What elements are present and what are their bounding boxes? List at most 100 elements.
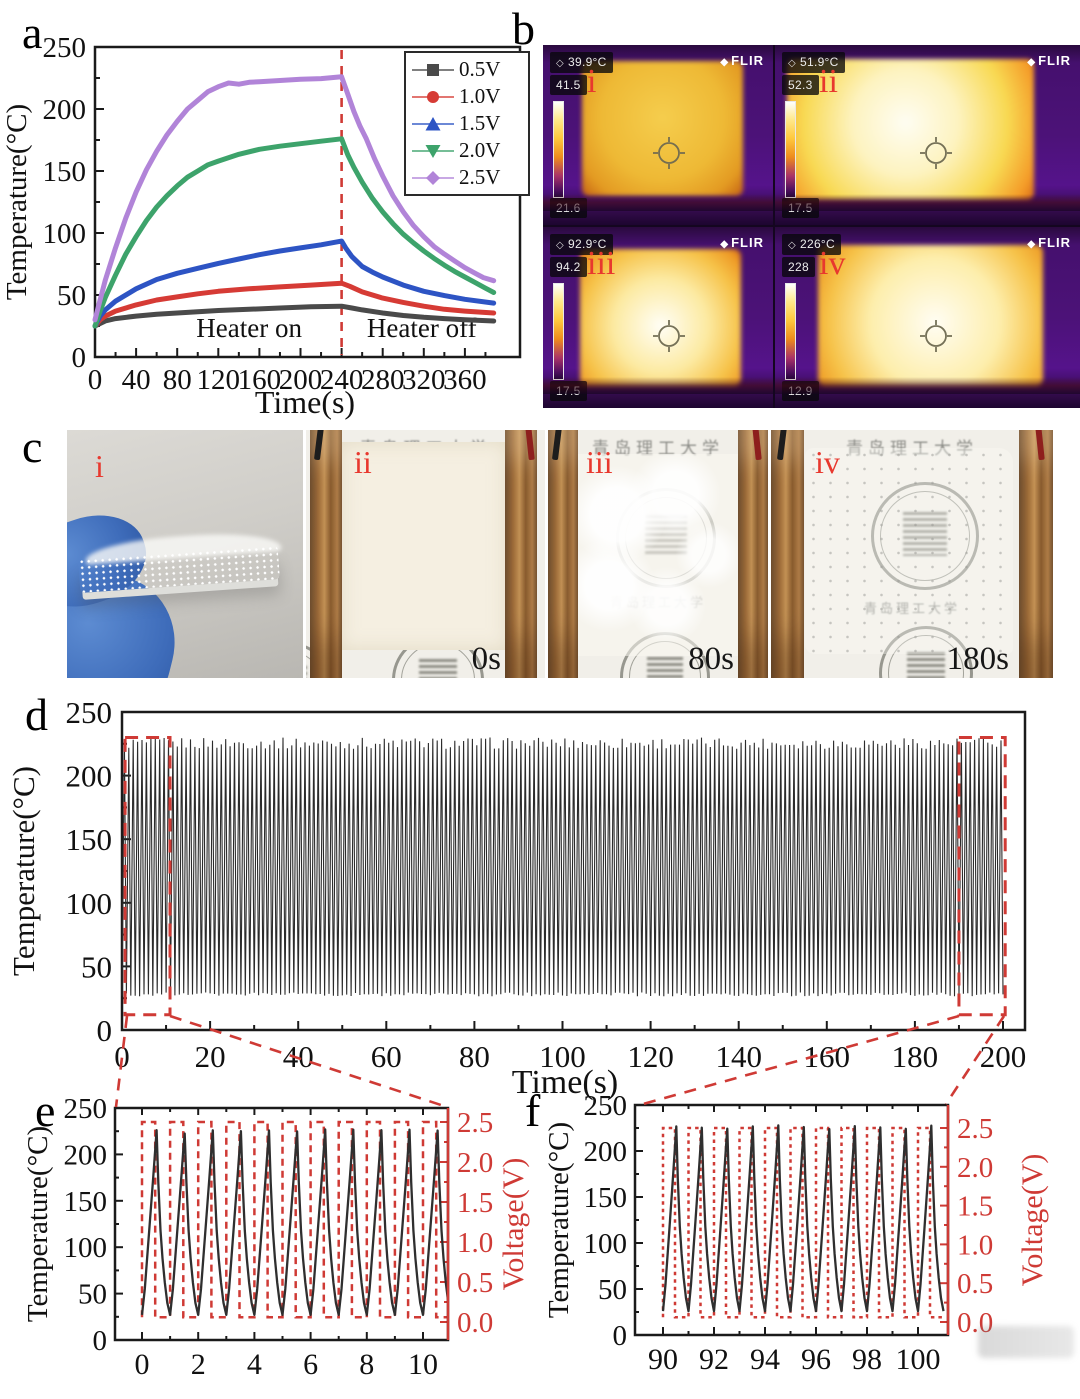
thermal-hotspot <box>787 59 1035 200</box>
scale-max-value: 228 <box>782 257 815 277</box>
spot-crosshair-icon <box>920 319 953 352</box>
time-label: 180s <box>946 641 1009 677</box>
svg-text:Time(s): Time(s) <box>255 384 355 420</box>
svg-text:240: 240 <box>320 364 364 396</box>
scale-min-value: 17.5 <box>550 381 587 401</box>
thermal-hotspot <box>579 248 741 387</box>
photo-heating-80s: 青岛理工大学 青岛理工大学 iii 80s <box>548 430 768 678</box>
spot-temp-value: 39.9°C <box>568 55 607 69</box>
scale-min-value: 12.9 <box>782 381 819 401</box>
legend-item-2.5V: 2.5V <box>412 164 524 191</box>
svg-text:Temperature(°C): Temperature(°C) <box>543 1122 575 1318</box>
svg-text:Voltage(V): Voltage(V) <box>497 1158 530 1291</box>
svg-text:150: 150 <box>584 1182 628 1214</box>
svg-text:160: 160 <box>804 1039 851 1074</box>
svg-text:120: 120 <box>197 364 241 396</box>
zoom-box-1 <box>123 735 172 1017</box>
spot-crosshair-icon <box>920 137 953 169</box>
legend-label: 1.5V <box>459 111 501 135</box>
svg-text:0: 0 <box>135 1348 150 1381</box>
svg-text:2.5: 2.5 <box>957 1113 993 1145</box>
legend-label: 2.0V <box>459 138 501 162</box>
thermal-hotspot <box>582 61 744 197</box>
svg-text:100: 100 <box>64 1232 108 1264</box>
chart-f-series <box>661 1124 945 1319</box>
series-2.0V <box>92 136 497 329</box>
spot-diamond-icon: ◇ <box>788 58 796 69</box>
svg-text:320: 320 <box>402 364 446 396</box>
spot-crosshair-icon <box>653 319 686 352</box>
university-stamp-text: 青岛理工大学 <box>592 439 724 458</box>
legend-item-2.0V: 2.0V <box>412 137 524 164</box>
spot-crosshair-icon <box>653 137 686 169</box>
svg-text:4: 4 <box>247 1348 262 1381</box>
spot-diamond-icon: ◇ <box>788 240 796 251</box>
svg-text:2.0: 2.0 <box>957 1152 993 1184</box>
svg-text:94: 94 <box>750 1343 780 1376</box>
svg-text:100: 100 <box>584 1228 628 1260</box>
svg-text:100: 100 <box>896 1343 941 1376</box>
svg-text:0: 0 <box>97 1013 113 1048</box>
svg-text:150: 150 <box>64 1186 108 1218</box>
series-0.5V <box>92 303 497 329</box>
spot-diamond-icon: ◇ <box>556 240 564 251</box>
temperature-cycle-trace <box>140 1128 448 1317</box>
svg-text:200: 200 <box>64 1139 108 1171</box>
spot-temp-readout: ◇ 39.9°C <box>550 52 613 73</box>
chart-e-axes: 0 50 100 150 200 250 0.0 0.5 1.0 1.5 2.0 2.5 0 2 4 6 8 10… <box>22 1093 530 1381</box>
svg-text:0: 0 <box>93 1325 108 1357</box>
chart-f-last-cycles: 0 50 100 150 200 250 0.0 0.5 1.0 1.5 2.0 2.5 90 92 94 9… <box>543 1090 1049 1376</box>
svg-text:160: 160 <box>238 364 282 396</box>
svg-text:92: 92 <box>699 1343 729 1376</box>
voltage-square-wave <box>661 1126 944 1319</box>
svg-text:40: 40 <box>283 1039 314 1074</box>
copper-electrode-right <box>738 430 768 678</box>
thermal-colorbar <box>553 101 564 198</box>
svg-text:120: 120 <box>627 1039 674 1074</box>
copper-electrode-left <box>310 430 342 678</box>
svg-text:360: 360 <box>443 364 487 396</box>
photo-heating-0s: 青岛理工大学 ii 0s <box>306 430 545 678</box>
spot-temp-readout: ◇ 51.9°C <box>782 52 845 73</box>
photo-numeral: iii <box>586 444 613 480</box>
svg-text:180: 180 <box>892 1039 939 1074</box>
photo-numeral: i <box>95 448 104 484</box>
chart-e-first-cycles: 0 50 100 150 200 250 0.0 0.5 1.0 1.5 2.0 2.5 0 2 4 6 8 10… <box>22 1093 530 1381</box>
svg-text:200: 200 <box>43 94 87 126</box>
scale-min-value: 17.5 <box>782 198 819 218</box>
chart-f-axes: 0 50 100 150 200 250 0.0 0.5 1.0 1.5 2.0 2.5 90 92 94 9… <box>543 1090 1049 1376</box>
svg-text:Temperature(°C): Temperature(°C) <box>1 104 33 300</box>
panel-label-b: b <box>512 3 535 54</box>
photo-numeral: ii <box>354 444 372 480</box>
scale-max-value: 52.3 <box>782 75 819 95</box>
legend-item-0.5V: 0.5V <box>412 56 524 83</box>
chart-d-cycling-stability: 0 50 100 150 200 250 0 20 40 60 80 100 120 140 160 180 2… <box>6 695 1027 1101</box>
svg-text:2: 2 <box>191 1348 206 1381</box>
series-1.5V <box>92 238 497 329</box>
thermal-hotspot <box>817 245 1044 387</box>
chart-e-series <box>140 1120 448 1319</box>
panel-label-d: d <box>25 689 48 740</box>
photo-sample-held: i <box>67 430 303 678</box>
flir-diamond-icon: ◆ <box>720 57 730 68</box>
svg-text:0: 0 <box>114 1039 130 1074</box>
opaque-sample <box>340 442 507 650</box>
svg-text:96: 96 <box>801 1343 831 1376</box>
legend-item-1.0V: 1.0V <box>412 83 524 110</box>
legend-label: 2.5V <box>459 165 501 189</box>
spot-temp-readout: ◇ 92.9°C <box>550 234 613 255</box>
spot-temp-readout: ◇ 226°C <box>782 234 841 255</box>
svg-text:0.0: 0.0 <box>457 1307 493 1339</box>
series-2.5V <box>92 74 497 323</box>
svg-text:200: 200 <box>279 364 323 396</box>
spot-temp-value: 226°C <box>800 237 835 251</box>
svg-text:140: 140 <box>715 1039 762 1074</box>
photo-numeral: iv <box>815 444 840 480</box>
svg-text:1.5: 1.5 <box>457 1187 493 1219</box>
svg-text:0: 0 <box>88 364 103 396</box>
svg-text:6: 6 <box>303 1348 318 1381</box>
svg-text:40: 40 <box>122 364 151 396</box>
spot-temp-value: 92.9°C <box>568 237 607 251</box>
